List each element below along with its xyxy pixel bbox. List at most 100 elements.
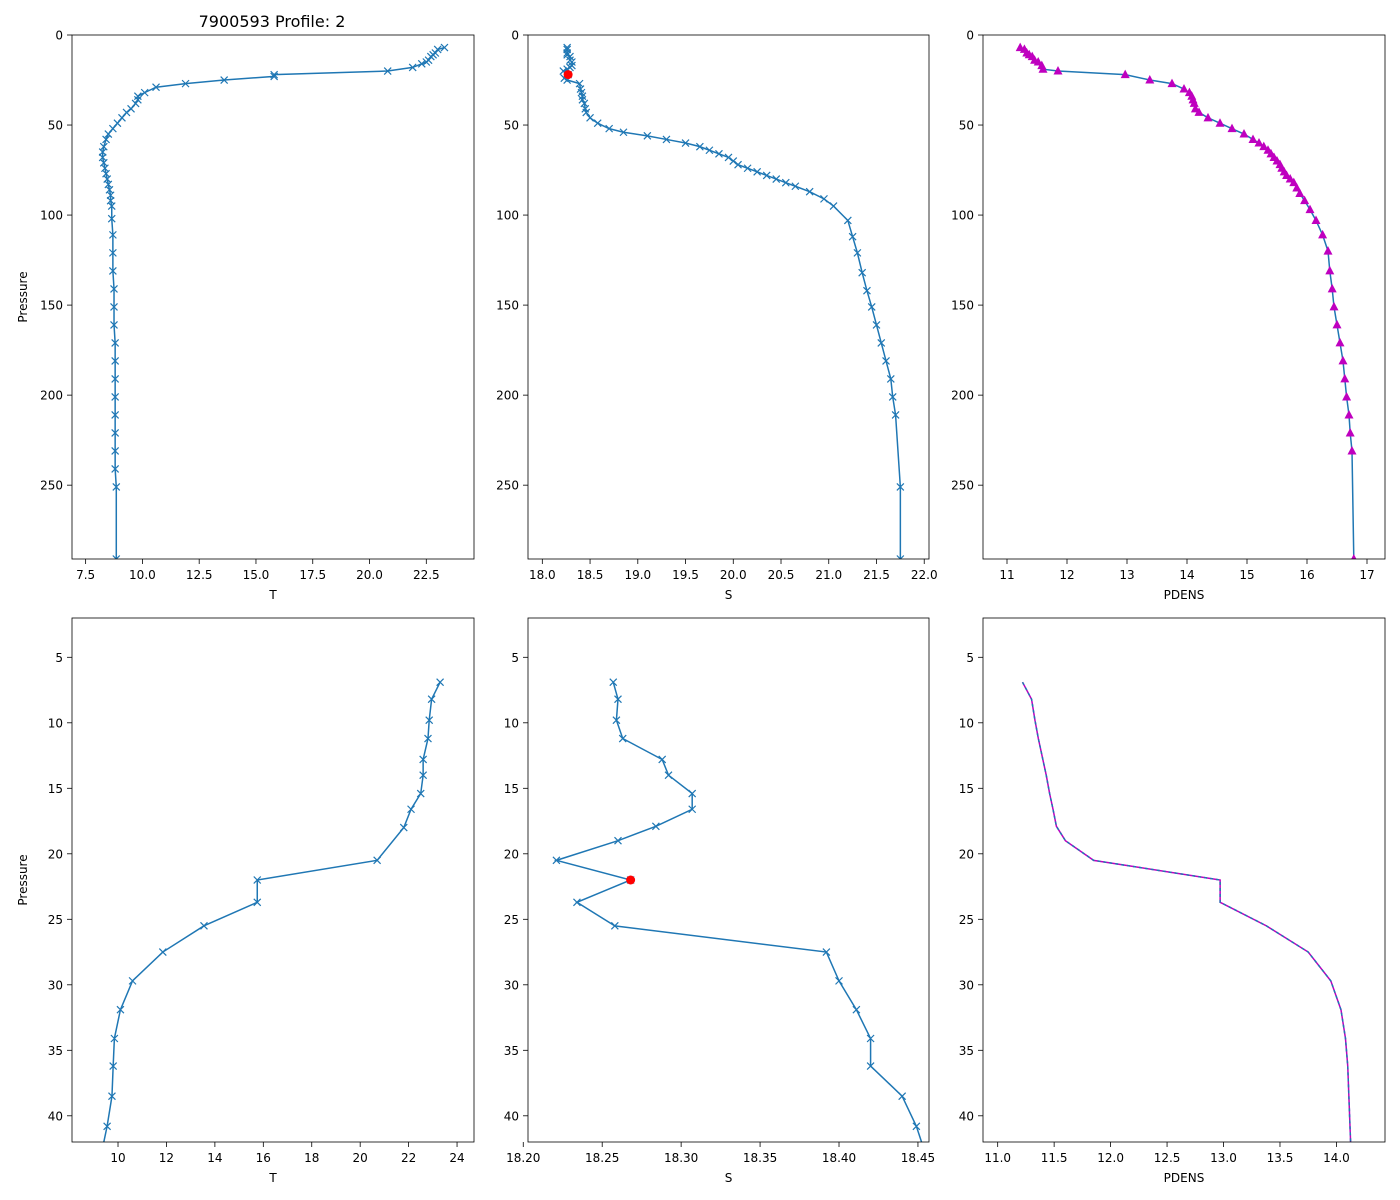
series-line bbox=[103, 681, 441, 1142]
data-point bbox=[122, 108, 131, 117]
x-tick-label: 18.0 bbox=[529, 568, 556, 582]
data-point bbox=[877, 338, 886, 347]
panel-bottom-pdens: 11.0 11.5 12.0 12.5 13.0 13.5 14.0 5 10 15 20 25 30 3… bbox=[959, 617, 1386, 1185]
plot-frame bbox=[982, 617, 1386, 1143]
data-point bbox=[1203, 112, 1213, 122]
data-point bbox=[107, 202, 116, 210]
data-point bbox=[578, 92, 587, 101]
y-tick-label: 10 bbox=[48, 716, 63, 730]
data-point bbox=[791, 182, 800, 191]
data-point bbox=[843, 216, 852, 225]
x-tick-label: 19.0 bbox=[624, 568, 651, 582]
data-point bbox=[1145, 75, 1155, 84]
x-tick-label: 14.0 bbox=[1323, 1151, 1350, 1165]
data-point bbox=[111, 411, 120, 419]
data-point bbox=[152, 83, 160, 92]
data-point bbox=[1239, 129, 1249, 138]
y-tick-label: 25 bbox=[504, 913, 519, 927]
data-point bbox=[1289, 177, 1299, 187]
data-point bbox=[1344, 409, 1354, 419]
data-point bbox=[440, 43, 449, 52]
x-tick-label: 20 bbox=[353, 1151, 368, 1165]
data-point bbox=[618, 734, 627, 743]
x-tick-label: 11.0 bbox=[984, 1151, 1011, 1165]
data-point bbox=[1167, 78, 1177, 88]
data-point bbox=[1351, 554, 1357, 559]
y-tick-label: 40 bbox=[959, 1109, 974, 1123]
data-point bbox=[436, 678, 445, 687]
data-point bbox=[888, 393, 897, 401]
data-point bbox=[200, 921, 208, 930]
data-point bbox=[593, 119, 602, 128]
x-tick-label: 18.25 bbox=[585, 1151, 619, 1165]
data-point bbox=[1300, 195, 1310, 205]
data-point bbox=[1345, 427, 1355, 437]
data-point bbox=[619, 128, 628, 137]
data-point bbox=[407, 805, 415, 814]
data-point bbox=[253, 898, 262, 907]
data-point bbox=[373, 856, 382, 865]
y-tick-label: 40 bbox=[48, 1109, 63, 1123]
data-point bbox=[1053, 66, 1063, 75]
data-point bbox=[1327, 283, 1337, 293]
x-tick-label: 10.0 bbox=[129, 568, 156, 582]
x-tick-label: 21.0 bbox=[815, 568, 842, 582]
series-line bbox=[101, 46, 445, 559]
data-point bbox=[1332, 319, 1342, 329]
data-point bbox=[426, 52, 435, 61]
x-axis-label: S bbox=[725, 1171, 733, 1185]
data-point bbox=[753, 167, 762, 176]
y-tick-label: 35 bbox=[48, 1044, 63, 1058]
panel-top-pdens: 11 12 13 14 15 16 17 0 50 100 150 200 250 PDENS bbox=[951, 29, 1386, 602]
y-tick-label: 200 bbox=[496, 389, 519, 403]
data-point bbox=[111, 429, 120, 437]
data-point bbox=[108, 266, 117, 275]
y-tick-label: 25 bbox=[48, 913, 63, 927]
plot-frame bbox=[527, 34, 930, 560]
x-tick-label: 10 bbox=[110, 1151, 125, 1165]
data-point bbox=[181, 79, 190, 88]
series-bottom-s bbox=[552, 678, 923, 1142]
data-point bbox=[111, 465, 120, 473]
y-tick-label: 20 bbox=[48, 847, 63, 861]
x-tick-label: 20.0 bbox=[720, 568, 747, 582]
data-point bbox=[1215, 118, 1225, 127]
x-tick-label: 12 bbox=[1059, 568, 1074, 582]
data-point bbox=[614, 695, 622, 704]
data-point bbox=[111, 393, 120, 401]
data-point bbox=[762, 171, 771, 180]
y-tick-label: 100 bbox=[951, 209, 974, 223]
y-tick-label: 0 bbox=[966, 29, 974, 43]
plot-frame bbox=[71, 34, 475, 560]
data-point bbox=[131, 99, 140, 108]
x-tick-label: 14 bbox=[207, 1151, 222, 1165]
y-tick-label: 50 bbox=[504, 119, 519, 133]
x-axis-label: PDENS bbox=[1164, 1171, 1205, 1185]
y-tick-label: 20 bbox=[504, 847, 519, 861]
data-point bbox=[1340, 373, 1350, 383]
data-point bbox=[610, 921, 619, 930]
y-tick-label: 250 bbox=[40, 479, 63, 493]
data-point bbox=[662, 135, 671, 144]
data-point bbox=[566, 52, 574, 61]
data-point bbox=[127, 104, 135, 113]
data-point bbox=[419, 771, 428, 780]
data-point bbox=[822, 948, 831, 956]
data-point bbox=[1179, 84, 1189, 93]
data-point bbox=[882, 356, 890, 365]
x-tick-label: 22 bbox=[401, 1151, 416, 1165]
data-point bbox=[866, 1034, 875, 1043]
data-point bbox=[664, 771, 673, 780]
data-point bbox=[110, 284, 118, 293]
y-tick-label: 15 bbox=[48, 782, 63, 796]
data-point bbox=[867, 302, 876, 311]
plot-frame bbox=[982, 34, 1386, 560]
data-point bbox=[724, 153, 733, 162]
data-point bbox=[116, 1005, 125, 1014]
data-point bbox=[743, 164, 752, 173]
data-point bbox=[1325, 265, 1335, 275]
data-point bbox=[605, 124, 614, 133]
data-point bbox=[651, 822, 660, 831]
x-axis-label: T bbox=[268, 588, 277, 602]
